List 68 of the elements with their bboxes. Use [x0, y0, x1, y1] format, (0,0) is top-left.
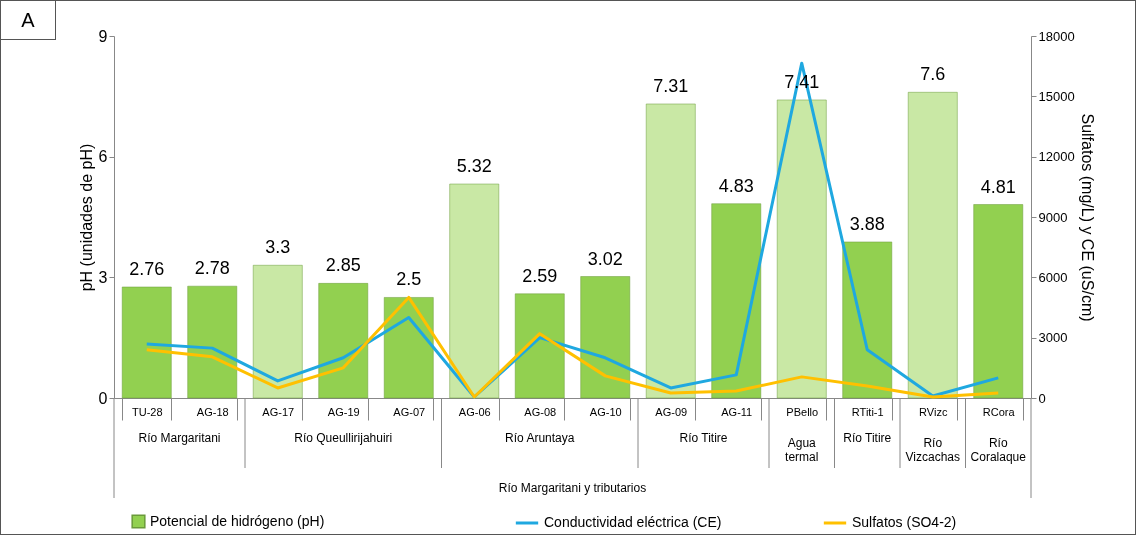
y2-tick-label: 9000 [1038, 209, 1068, 225]
legend-label: Conductividad eléctrica (CE) [544, 514, 722, 530]
x-tick-label: AG-18 [196, 405, 229, 418]
y2-tick-label: 0 [1038, 390, 1046, 406]
bar [711, 203, 762, 399]
y2-tick-label: 15000 [1038, 88, 1075, 104]
bar [383, 297, 434, 399]
data-label: 7.6 [920, 64, 946, 85]
y2-axis-title: Sulfatos (mg/L) y CE (uS/cm) [1078, 113, 1096, 322]
data-label: 2.76 [129, 258, 165, 279]
x-tick-label: AG-06 [458, 405, 491, 418]
bar [645, 103, 696, 399]
bar [907, 92, 958, 399]
text: Río Margaritani y tributarios [498, 481, 647, 495]
data-label: 3.02 [587, 248, 623, 269]
x-tick-label: AG-17 [262, 405, 295, 418]
text: Río Titire [679, 431, 728, 445]
bar [776, 99, 827, 399]
y2-tick-label: 3000 [1038, 330, 1068, 346]
data-label: 2.85 [325, 255, 361, 276]
bar [318, 283, 369, 399]
x-tick-label: RVizc [919, 405, 948, 418]
x-tick-label: AG-08 [524, 405, 557, 418]
x-tick-label: AG-07 [393, 405, 426, 418]
bar [121, 286, 172, 399]
line-series [145, 295, 1000, 399]
legend-label: Sulfatos (SO4-2) [852, 514, 957, 530]
data-label: 5.32 [456, 156, 492, 177]
data-label: 7.31 [653, 75, 689, 96]
bar [252, 265, 303, 399]
bar [580, 276, 631, 399]
data-label: 3.88 [849, 213, 885, 234]
text: Agua termal [785, 436, 819, 464]
y-tick-label: 6 [98, 148, 108, 166]
text: Río Queullirijahuiri [294, 431, 393, 445]
x-tick-label: AG-09 [655, 405, 688, 418]
bar [842, 241, 893, 399]
y-axis-title: pH (unidades de pH) [77, 143, 95, 292]
y2-tick-label: 12000 [1038, 149, 1075, 165]
text: Río Margaritani [138, 431, 221, 445]
y-tick-label: 3 [98, 268, 108, 286]
text: Río Vizcachas [905, 436, 960, 464]
data-label: 4.83 [718, 175, 754, 196]
x-tick-label: AG-19 [327, 405, 360, 418]
text: Río Coralaque [970, 436, 1027, 464]
x-tick-label: RCora [982, 405, 1016, 418]
bar [187, 285, 238, 399]
x-tick-label: AG-10 [589, 405, 622, 418]
data-label: 2.59 [522, 265, 558, 286]
bar [514, 293, 565, 399]
y2-tick-label: 6000 [1038, 269, 1068, 285]
data-label: 4.81 [980, 176, 1016, 197]
chart-title: A [1, 1, 56, 40]
data-label: 2.78 [194, 258, 230, 279]
x-tick-label: PBello [786, 405, 819, 418]
bar [973, 204, 1024, 399]
data-label: 2.5 [396, 269, 422, 290]
y-tick-label: 0 [98, 389, 108, 407]
data-label: 3.3 [265, 237, 291, 258]
legend-label: Potencial de hidrógeno (pH) [150, 512, 325, 529]
x-tick-label: AG-11 [721, 405, 753, 418]
text: Río Titire [843, 431, 892, 445]
y-tick-label: 9 [98, 27, 108, 45]
bar [449, 183, 500, 399]
y2-tick-label: 18000 [1038, 28, 1075, 44]
x-tick-label: RTiti-1 [851, 405, 884, 418]
x-tick-label: TU-28 [131, 405, 163, 418]
text: Río Aruntaya [505, 431, 575, 445]
